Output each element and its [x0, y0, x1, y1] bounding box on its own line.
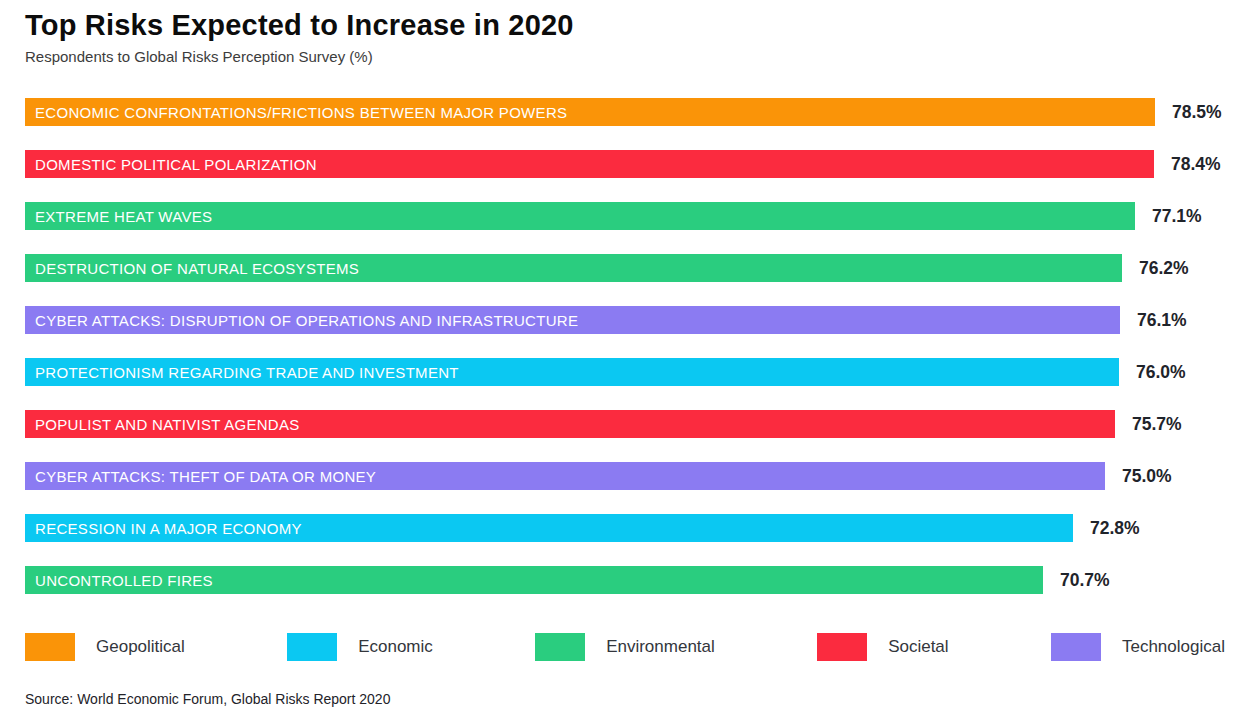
legend-swatch-societal [817, 633, 867, 661]
chart-footer: Source: World Economic Forum, Global Ris… [25, 691, 1225, 707]
bar-row-5: CYBER ATTACKS: DISRUPTION OF OPERATIONS … [25, 306, 1225, 334]
legend-item: Technological [1051, 633, 1225, 661]
bar-value: 77.1% [1152, 206, 1202, 227]
bar-value: 72.8% [1090, 518, 1140, 539]
bar-value: 75.0% [1122, 466, 1172, 487]
legend-label: Geopolitical [96, 637, 185, 657]
bar-row-9: RECESSION IN A MAJOR ECONOMY 72.8% [25, 514, 1225, 542]
bar-label: RECESSION IN A MAJOR ECONOMY [25, 520, 302, 537]
legend-swatch-environmental [535, 633, 585, 661]
legend-swatch-technological [1051, 633, 1101, 661]
legend-item: Societal [817, 633, 948, 661]
page-subtitle: Respondents to Global Risks Perception S… [25, 48, 1225, 65]
bar: CYBER ATTACKS: THEFT OF DATA OR MONEY [25, 462, 1105, 490]
bar: DOMESTIC POLITICAL POLARIZATION [25, 150, 1154, 178]
legend-label: Societal [888, 637, 948, 657]
bar-row-1: ECONOMIC CONFRONTATIONS/FRICTIONS BETWEE… [25, 98, 1225, 126]
bar: DESTRUCTION OF NATURAL ECOSYSTEMS [25, 254, 1122, 282]
bar-label: CYBER ATTACKS: DISRUPTION OF OPERATIONS … [25, 312, 578, 329]
bar-label: PROTECTIONISM REGARDING TRADE AND INVEST… [25, 364, 459, 381]
bar-value: 76.0% [1136, 362, 1186, 383]
bar: UNCONTROLLED FIRES [25, 566, 1043, 594]
bar-row-6: PROTECTIONISM REGARDING TRADE AND INVEST… [25, 358, 1225, 386]
bar-row-3: EXTREME HEAT WAVES 77.1% [25, 202, 1225, 230]
chart-header: Top Risks Expected to Increase in 2020 R… [25, 8, 1225, 65]
bar-value: 76.2% [1139, 258, 1189, 279]
bar-label: EXTREME HEAT WAVES [25, 208, 212, 225]
legend: Geopolitical Economic Environmental Soci… [25, 633, 1225, 661]
legend-swatch-geopolitical [25, 633, 75, 661]
bar-row-8: CYBER ATTACKS: THEFT OF DATA OR MONEY 75… [25, 462, 1225, 490]
bar: RECESSION IN A MAJOR ECONOMY [25, 514, 1073, 542]
bar-value: 75.7% [1132, 414, 1182, 435]
legend-label: Environmental [606, 637, 715, 657]
bar-row-4: DESTRUCTION OF NATURAL ECOSYSTEMS 76.2% [25, 254, 1225, 282]
legend-swatch-economic [287, 633, 337, 661]
bar: ECONOMIC CONFRONTATIONS/FRICTIONS BETWEE… [25, 98, 1155, 126]
bar-chart: ECONOMIC CONFRONTATIONS/FRICTIONS BETWEE… [25, 98, 1225, 594]
bar-row-2: DOMESTIC POLITICAL POLARIZATION 78.4% [25, 150, 1225, 178]
infographic-page: Top Risks Expected to Increase in 2020 R… [0, 0, 1250, 711]
bar-value: 78.4% [1171, 154, 1221, 175]
source-note: Source: World Economic Forum, Global Ris… [25, 691, 1225, 707]
bar-value: 70.7% [1060, 570, 1110, 591]
bar-label: CYBER ATTACKS: THEFT OF DATA OR MONEY [25, 468, 376, 485]
bar: PROTECTIONISM REGARDING TRADE AND INVEST… [25, 358, 1119, 386]
bar-label: UNCONTROLLED FIRES [25, 572, 213, 589]
bar-value: 78.5% [1172, 102, 1222, 123]
legend-item: Economic [287, 633, 433, 661]
legend-label: Economic [358, 637, 433, 657]
bar-row-10: UNCONTROLLED FIRES 70.7% [25, 566, 1225, 594]
legend-label: Technological [1122, 637, 1225, 657]
bar: CYBER ATTACKS: DISRUPTION OF OPERATIONS … [25, 306, 1120, 334]
bar: POPULIST AND NATIVIST AGENDAS [25, 410, 1115, 438]
bar-row-7: POPULIST AND NATIVIST AGENDAS 75.7% [25, 410, 1225, 438]
legend-item: Geopolitical [25, 633, 185, 661]
bar-label: POPULIST AND NATIVIST AGENDAS [25, 416, 300, 433]
bar-label: DOMESTIC POLITICAL POLARIZATION [25, 156, 317, 173]
page-title: Top Risks Expected to Increase in 2020 [25, 8, 1225, 42]
legend-item: Environmental [535, 633, 715, 661]
bar-label: DESTRUCTION OF NATURAL ECOSYSTEMS [25, 260, 359, 277]
bar: EXTREME HEAT WAVES [25, 202, 1135, 230]
bar-value: 76.1% [1137, 310, 1187, 331]
bar-label: ECONOMIC CONFRONTATIONS/FRICTIONS BETWEE… [25, 104, 567, 121]
